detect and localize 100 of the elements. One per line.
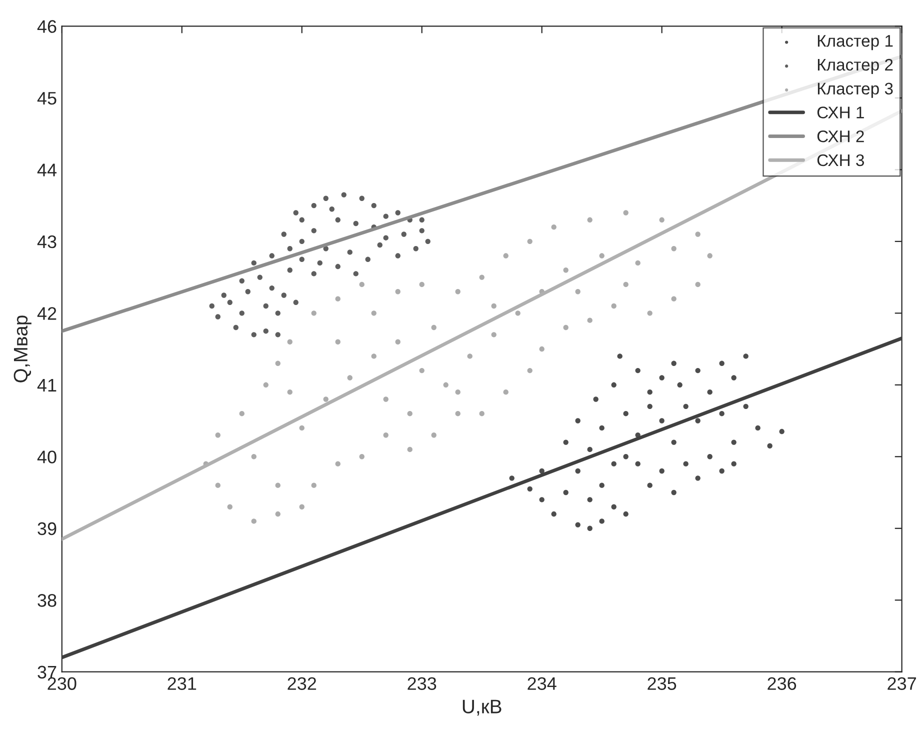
point: [623, 454, 628, 460]
point: [539, 468, 544, 474]
point: [671, 360, 676, 366]
point: [341, 192, 346, 198]
legend-label: СХН 2: [817, 130, 864, 142]
point: [419, 228, 424, 234]
y-tick-label: 40: [37, 450, 56, 464]
x-tick-label: 232: [288, 677, 316, 690]
point: [623, 511, 628, 517]
y-tick-label: 41: [37, 379, 56, 392]
point: [731, 440, 736, 445]
point: [677, 382, 682, 388]
point: [611, 504, 616, 510]
y-tick-label: 39: [38, 522, 56, 536]
y-tick-label: 44: [37, 164, 57, 176]
point: [257, 274, 262, 280]
point: [209, 303, 214, 309]
point: [587, 446, 592, 452]
point: [683, 404, 688, 410]
point: [509, 476, 514, 481]
point: [335, 264, 340, 270]
point: [599, 482, 604, 488]
point: [263, 303, 268, 309]
point: [695, 476, 700, 481]
point: [635, 461, 640, 466]
point: [383, 214, 388, 219]
point: [695, 418, 700, 424]
y-tick-label: 45: [37, 92, 56, 105]
x-tick-label: 233: [408, 677, 436, 690]
point: [743, 404, 748, 410]
point: [401, 232, 406, 237]
point: [353, 220, 358, 226]
point: [617, 354, 622, 359]
point: [743, 354, 748, 359]
point: [575, 522, 580, 528]
point: [659, 418, 664, 424]
point: [587, 497, 592, 502]
point: [707, 389, 712, 395]
point: [281, 292, 286, 298]
point: [425, 238, 430, 244]
point: [671, 440, 676, 445]
x-axis-title: U,кВ: [462, 700, 502, 716]
point: [263, 328, 268, 334]
point: [299, 256, 304, 262]
point: [659, 468, 664, 474]
point: [719, 468, 724, 474]
point: [371, 202, 376, 208]
point: [329, 206, 334, 212]
point: [221, 292, 226, 298]
point: [683, 461, 688, 466]
point: [365, 256, 370, 262]
point: [395, 253, 400, 258]
point: [239, 310, 244, 316]
y-tick-label: 37: [38, 666, 56, 679]
point: [719, 360, 724, 366]
point: [299, 238, 304, 244]
point: [587, 526, 592, 531]
point: [287, 268, 292, 273]
point: [695, 368, 700, 374]
point: [227, 300, 232, 306]
legend-label: СХН 1: [817, 106, 864, 118]
point: [275, 310, 280, 316]
point: [563, 490, 568, 496]
legend-label: Кластер 2: [818, 58, 893, 74]
point: [575, 468, 580, 474]
point: [599, 425, 604, 431]
point: [311, 202, 316, 208]
y-tick-label: 42: [37, 307, 56, 320]
point: [323, 196, 328, 201]
point: [317, 260, 322, 266]
point: [611, 382, 616, 388]
x-tick-label: 237: [888, 677, 916, 690]
point: [647, 482, 652, 488]
point: [659, 375, 664, 380]
point: [251, 332, 256, 338]
x-tick-label: 235: [648, 677, 676, 690]
point: [611, 461, 616, 466]
legend-label: Кластер 3: [818, 82, 893, 98]
y-tick-label: 38: [38, 594, 56, 607]
point: [647, 404, 652, 410]
point: [335, 217, 340, 223]
point: [347, 250, 352, 255]
y-tick-label: 43: [37, 235, 56, 248]
point: [731, 461, 736, 466]
point: [311, 271, 316, 276]
x-tick-label: 236: [768, 677, 796, 690]
point: [299, 217, 304, 223]
point: [707, 454, 712, 460]
point: [623, 411, 628, 416]
point: [539, 497, 544, 502]
point: [419, 217, 424, 223]
point: [767, 443, 772, 448]
point: [251, 260, 256, 266]
point: [599, 518, 604, 524]
point: [215, 314, 220, 320]
point: [593, 396, 598, 402]
point: [413, 246, 418, 252]
y-tick-label: 46: [37, 20, 56, 33]
point: [293, 210, 298, 216]
point: [395, 210, 400, 216]
